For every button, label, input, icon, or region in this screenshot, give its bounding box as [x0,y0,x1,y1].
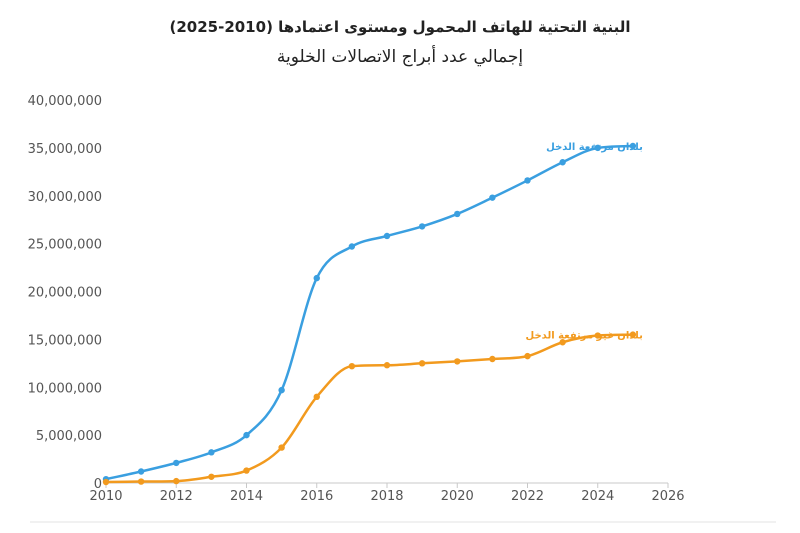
data-point[interactable] [524,177,531,184]
series-line [104,333,635,484]
x-tick-label: 2010 [89,489,122,504]
data-point[interactable] [559,339,566,346]
data-point[interactable] [278,386,285,394]
x-tick-label: 2014 [230,489,263,504]
chart-subtitle: إجمالي عدد أبراج الاتصالات الخلوية [277,45,523,67]
data-point[interactable] [313,393,320,401]
data-point[interactable] [208,473,215,480]
data-point[interactable] [418,223,426,230]
data-point[interactable] [348,243,356,250]
data-point[interactable] [418,360,426,367]
series-end-label: بلدان مرتفعة الدخل [546,142,643,153]
y-tick-label: 40,000,000 [28,94,102,109]
y-tick-label: 20,000,000 [28,286,102,301]
data-point[interactable] [137,468,145,475]
series-2: بلدان غير مرتفعة الدخل [102,331,643,486]
y-tick-label: 35,000,000 [28,142,102,157]
x-tick-label: 2020 [441,489,474,504]
axes: 0 5,000,000 10,000,000 15,000,000 20,000,000… [28,94,685,504]
data-point[interactable] [173,477,180,485]
data-point[interactable] [173,459,180,467]
data-point[interactable] [383,232,391,240]
data-point[interactable] [313,274,320,282]
data-point[interactable] [243,431,250,439]
data-point[interactable] [629,331,637,338]
x-tick-label: 2018 [370,489,403,504]
data-point[interactable] [348,362,356,370]
data-point[interactable] [102,478,110,486]
series-end-label: بلدان غير مرتفعة الدخل [526,331,643,342]
y-tick-label: 0 [94,477,102,492]
chart-title: البنية التحتية للهاتف المحمول ومستوى اعت… [169,18,630,36]
data-point[interactable] [559,159,566,166]
x-tick-label: 2016 [300,489,333,504]
data-point[interactable] [208,449,215,456]
x-tick-label: 2024 [581,489,614,504]
data-point[interactable] [454,358,461,365]
series-layer: بلدان مرتفعة الدخل بلدان غير مرتفعة الدخل [102,142,643,486]
x-tick-label: 2026 [651,489,684,504]
data-point[interactable] [278,444,285,451]
data-point[interactable] [243,467,250,474]
data-point[interactable] [383,362,391,369]
y-tick-label: 5,000,000 [36,429,102,444]
data-point[interactable] [489,355,496,363]
data-point[interactable] [489,194,496,201]
data-point[interactable] [594,144,601,152]
data-point[interactable] [454,210,461,218]
series-1: بلدان مرتفعة الدخل [102,142,643,483]
data-point[interactable] [137,478,145,485]
y-tick-label: 25,000,000 [28,238,102,253]
data-point[interactable] [629,142,637,150]
x-tick-label: 2012 [160,489,193,504]
series-line [104,144,635,481]
x-tick-label: 2022 [511,489,544,504]
y-tick-label: 10,000,000 [28,381,102,396]
y-tick-label: 30,000,000 [28,190,102,205]
data-point[interactable] [524,352,531,360]
y-tick-label: 15,000,000 [28,333,102,348]
data-point[interactable] [594,332,601,339]
